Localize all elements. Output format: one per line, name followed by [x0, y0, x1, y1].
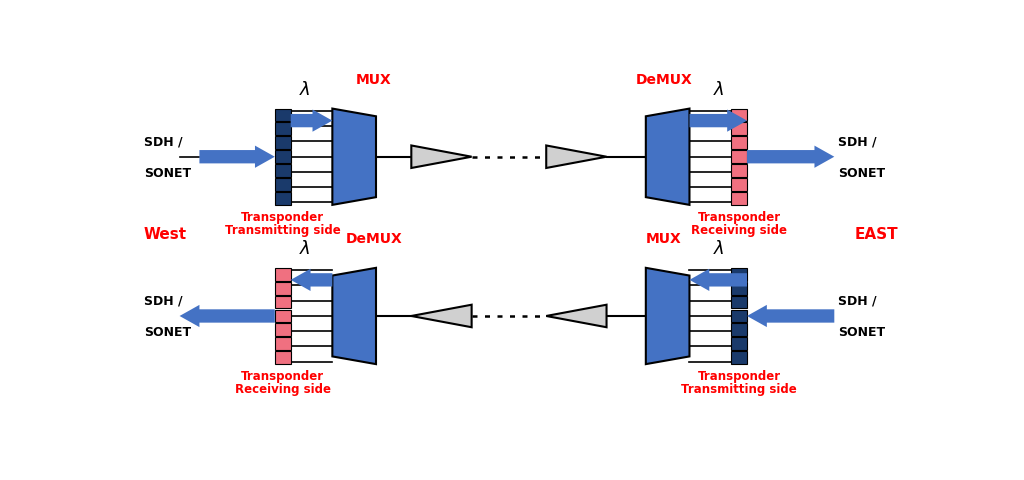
Polygon shape: [646, 109, 689, 205]
Polygon shape: [689, 110, 748, 132]
Text: SONET: SONET: [143, 167, 191, 180]
Bar: [274, 324, 291, 336]
Text: MUX: MUX: [356, 72, 392, 86]
Text: SDH /: SDH /: [143, 294, 182, 307]
Bar: [274, 338, 291, 350]
Text: MUX: MUX: [646, 231, 682, 245]
Polygon shape: [333, 268, 376, 364]
Bar: [274, 351, 291, 364]
Bar: [731, 268, 748, 281]
Bar: [274, 137, 291, 150]
Text: $\lambda$: $\lambda$: [299, 240, 310, 257]
Bar: [274, 165, 291, 178]
Text: DeMUX: DeMUX: [346, 231, 402, 245]
Polygon shape: [646, 268, 689, 364]
Bar: [274, 192, 291, 205]
Text: West: West: [143, 227, 187, 242]
Polygon shape: [546, 305, 606, 327]
Text: $\lambda$: $\lambda$: [714, 240, 725, 257]
Bar: [274, 268, 291, 281]
Text: Transmitting side: Transmitting side: [681, 382, 797, 395]
Text: SDH /: SDH /: [839, 294, 877, 307]
Polygon shape: [546, 146, 606, 168]
Bar: [274, 282, 291, 295]
Text: $\lambda$: $\lambda$: [299, 81, 310, 98]
Bar: [731, 165, 748, 178]
Polygon shape: [179, 305, 274, 327]
Bar: [731, 109, 748, 122]
Bar: [274, 151, 291, 164]
Text: Receiving side: Receiving side: [691, 223, 787, 236]
Bar: [274, 310, 291, 323]
Polygon shape: [748, 305, 835, 327]
Polygon shape: [200, 146, 274, 168]
Polygon shape: [291, 110, 333, 132]
Text: Transponder: Transponder: [697, 210, 780, 223]
Text: EAST: EAST: [854, 227, 898, 242]
Text: Receiving side: Receiving side: [234, 382, 331, 395]
Bar: [731, 282, 748, 295]
Bar: [731, 151, 748, 164]
Polygon shape: [412, 305, 472, 327]
Text: $\lambda$: $\lambda$: [714, 81, 725, 98]
Text: SDH /: SDH /: [839, 135, 877, 148]
Bar: [731, 296, 748, 309]
Polygon shape: [748, 146, 835, 168]
Text: SDH /: SDH /: [143, 135, 182, 148]
Bar: [731, 351, 748, 364]
Bar: [731, 324, 748, 336]
Polygon shape: [333, 109, 376, 205]
Polygon shape: [291, 269, 333, 291]
Bar: [274, 179, 291, 192]
Polygon shape: [689, 269, 748, 291]
Polygon shape: [412, 146, 472, 168]
Bar: [274, 296, 291, 309]
Bar: [731, 179, 748, 192]
Text: Transmitting side: Transmitting side: [225, 223, 341, 236]
Bar: [731, 310, 748, 323]
Text: Transponder: Transponder: [242, 210, 325, 223]
Text: Transponder: Transponder: [697, 369, 780, 382]
Text: SONET: SONET: [143, 325, 191, 338]
Bar: [274, 123, 291, 136]
Bar: [731, 137, 748, 150]
Bar: [731, 338, 748, 350]
Text: SONET: SONET: [839, 325, 886, 338]
Text: Transponder: Transponder: [242, 369, 325, 382]
Bar: [274, 109, 291, 122]
Text: SONET: SONET: [839, 167, 886, 180]
Bar: [731, 192, 748, 205]
Text: DeMUX: DeMUX: [635, 72, 692, 86]
Bar: [731, 123, 748, 136]
